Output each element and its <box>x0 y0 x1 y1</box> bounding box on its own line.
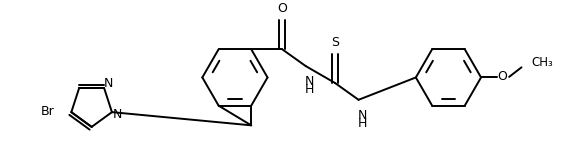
Text: N: N <box>113 108 122 121</box>
Text: O: O <box>497 70 508 83</box>
Text: CH₃: CH₃ <box>532 56 553 69</box>
Text: N: N <box>358 109 367 122</box>
Text: N: N <box>104 77 114 90</box>
Text: H: H <box>305 83 315 96</box>
Text: O: O <box>277 2 287 15</box>
Text: N: N <box>305 75 315 88</box>
Text: H: H <box>358 117 367 130</box>
Text: S: S <box>331 36 339 49</box>
Text: Br: Br <box>41 105 54 118</box>
